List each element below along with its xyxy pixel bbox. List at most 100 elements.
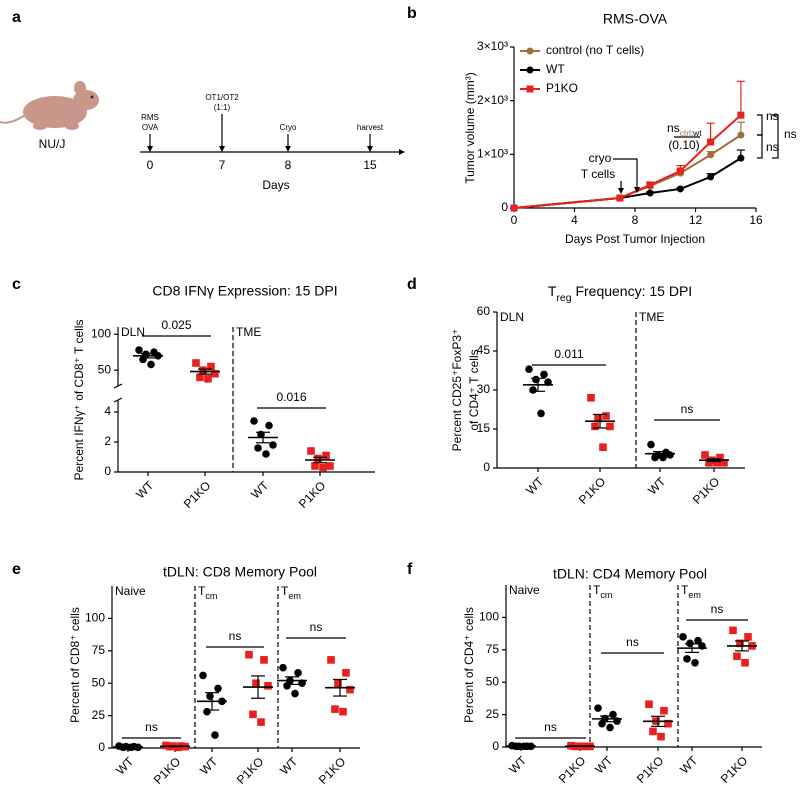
y-tick-label: 100 xyxy=(479,610,499,624)
legend-marker xyxy=(526,85,534,93)
legend-label: P1KO xyxy=(546,81,578,95)
data-point xyxy=(540,370,548,379)
x-tick-label: 4 xyxy=(571,213,578,227)
data-point xyxy=(707,151,715,159)
data-point xyxy=(594,704,602,712)
data-point xyxy=(737,154,745,162)
y-tick-label: 100 xyxy=(91,326,111,340)
x-tick-label: WT xyxy=(506,753,530,777)
x-tick-label: P1KO xyxy=(718,753,751,786)
data-point xyxy=(701,451,709,459)
annotation: nsctrl:wt xyxy=(667,121,702,138)
x-tick-label: P1KO xyxy=(556,753,589,786)
data-point xyxy=(606,723,614,732)
data-point xyxy=(314,454,322,463)
data-point xyxy=(279,663,287,672)
facet-label: Tem xyxy=(281,584,301,601)
facet-label: Naive xyxy=(115,584,146,598)
facet-label: Naive xyxy=(509,583,540,597)
x-tick-label: P1KO xyxy=(690,474,723,507)
legend-label: WT xyxy=(546,62,565,76)
panel-label: f xyxy=(407,561,413,578)
data-point xyxy=(679,633,687,641)
y-tick-label: 30 xyxy=(477,382,491,396)
y-axis-label: Percent of CD8⁺ cells xyxy=(68,607,82,723)
panel-label: a xyxy=(12,9,21,26)
y-tick-label: 0 xyxy=(483,460,490,474)
chart-title-part: Frequency: 15 DPI xyxy=(572,283,693,299)
data-point xyxy=(174,743,182,752)
panel-label: d xyxy=(407,276,417,293)
data-point xyxy=(707,173,715,181)
event-label: (1:1) xyxy=(214,103,231,112)
data-point xyxy=(346,685,354,694)
y-tick-label: 1×10³ xyxy=(477,147,508,161)
y-tick-label: 75 xyxy=(486,642,500,656)
data-point xyxy=(207,362,215,371)
comparison-label: ns xyxy=(145,720,158,734)
event-label: OVA xyxy=(142,123,159,132)
data-point xyxy=(676,185,684,193)
x-tick-label: WT xyxy=(277,754,301,778)
chart-title: RMS-OVA xyxy=(603,11,668,27)
data-point xyxy=(733,652,741,661)
y-tick-label: 25 xyxy=(486,707,500,721)
facet-label: DLN xyxy=(121,325,145,339)
data-point xyxy=(532,375,540,384)
data-point xyxy=(203,707,211,716)
data-point xyxy=(646,181,654,189)
data-point xyxy=(594,414,602,423)
y-tick-label: 50 xyxy=(98,362,112,376)
data-point xyxy=(204,375,212,383)
data-point xyxy=(649,727,657,736)
y-tick-label: 25 xyxy=(92,708,106,722)
data-point xyxy=(720,459,728,467)
data-point xyxy=(651,453,659,462)
x-tick-label: P1KO xyxy=(151,754,184,787)
y-tick-label: 0 xyxy=(98,740,105,754)
annotation-sub: :wt xyxy=(691,128,702,138)
x-tick-label: 16 xyxy=(749,213,763,227)
data-point xyxy=(260,656,268,664)
annotation: cryo xyxy=(589,151,612,165)
chart-title-part: T xyxy=(548,283,557,299)
data-point xyxy=(339,707,347,716)
legend-marker xyxy=(526,47,534,55)
annotation-sub: ctrl xyxy=(680,128,691,138)
data-point xyxy=(683,655,691,663)
y-tick-label: 0 xyxy=(492,739,499,753)
annotation: ns xyxy=(766,140,779,154)
facet-label: TME xyxy=(236,325,261,339)
data-point xyxy=(269,441,277,449)
data-point xyxy=(676,167,684,175)
data-point xyxy=(691,658,699,667)
data-point xyxy=(716,453,724,462)
event-label: OT1/OT2 xyxy=(205,93,239,102)
y-tick-label: 0 xyxy=(501,200,508,214)
facet-label-part: T xyxy=(198,584,206,598)
annotation-part: ns xyxy=(667,121,680,135)
data-point xyxy=(342,669,350,677)
panel-label: c xyxy=(12,276,21,293)
legend-marker xyxy=(526,66,534,74)
y-axis-label: of CD4⁺ T cells xyxy=(467,349,481,430)
facet-label-part: T xyxy=(593,583,601,597)
day-label: 8 xyxy=(285,158,292,172)
data-point xyxy=(192,359,200,367)
annotation: ns xyxy=(766,109,779,123)
y-tick-label: 0 xyxy=(104,464,111,478)
y-tick-label: 15 xyxy=(477,421,491,435)
day-label: 0 xyxy=(147,158,154,172)
data-point xyxy=(664,719,672,728)
data-point xyxy=(214,684,222,693)
data-point xyxy=(705,459,713,467)
data-point xyxy=(283,681,291,690)
data-point xyxy=(525,365,533,374)
chart-title: tDLN: CD8 Memory Pool xyxy=(163,564,317,580)
facet-label: Tem xyxy=(681,583,701,600)
facet-label: Tcm xyxy=(593,583,612,600)
data-point xyxy=(606,422,614,431)
comparison-label: ns xyxy=(626,635,639,649)
data-point xyxy=(736,639,744,648)
